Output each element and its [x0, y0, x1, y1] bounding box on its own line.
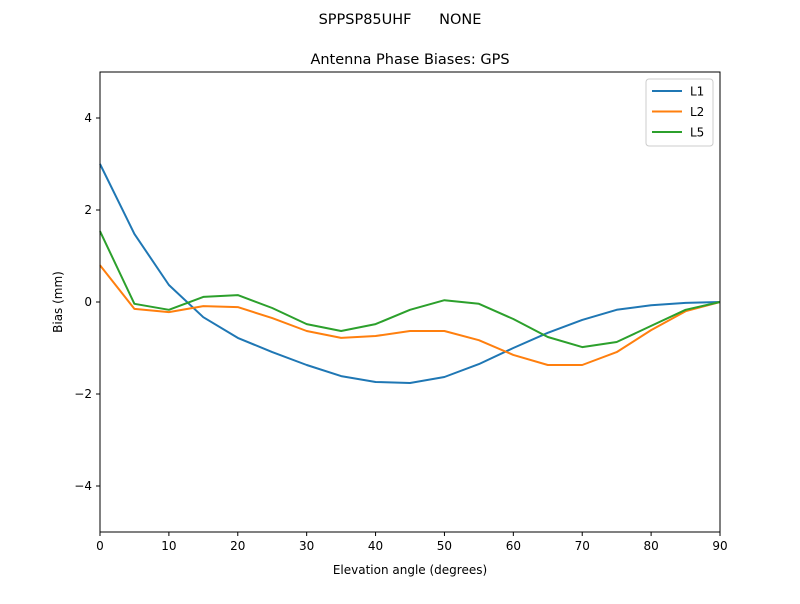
plot-frame — [99, 71, 721, 533]
chart-title: Antenna Phase Biases: GPS — [310, 52, 509, 68]
x-tick-label: 80 — [643, 539, 658, 553]
suptitle: SPPSP85UHF NONE — [319, 12, 482, 28]
x-tick-label: 20 — [230, 539, 245, 553]
y-tick-label: 4 — [84, 111, 92, 125]
x-tick-label: 90 — [712, 539, 727, 553]
legend-label-L1: L1 — [690, 85, 704, 99]
x-tick-label: 60 — [506, 539, 521, 553]
series-line-L1 — [99, 163, 721, 384]
series-line-L5 — [99, 230, 721, 349]
y-tick-label: 0 — [84, 295, 92, 309]
x-tick-label: 30 — [299, 539, 314, 553]
x-axis-label: Elevation angle (degrees) — [333, 563, 487, 577]
x-tick-label: 40 — [368, 539, 383, 553]
legend-label-L2: L2 — [690, 105, 704, 119]
series-line-L2 — [99, 264, 721, 366]
x-tick-label: 10 — [161, 539, 176, 553]
y-tick-label: −4 — [74, 479, 92, 493]
x-tick-label: 50 — [437, 539, 452, 553]
x-tick-label: 0 — [96, 539, 104, 553]
y-tick-label: −2 — [74, 387, 92, 401]
y-axis-label: Bias (mm) — [51, 271, 65, 333]
y-tick-label: 2 — [84, 203, 92, 217]
x-tick-label: 70 — [575, 539, 590, 553]
legend-label-L5: L5 — [690, 126, 704, 140]
